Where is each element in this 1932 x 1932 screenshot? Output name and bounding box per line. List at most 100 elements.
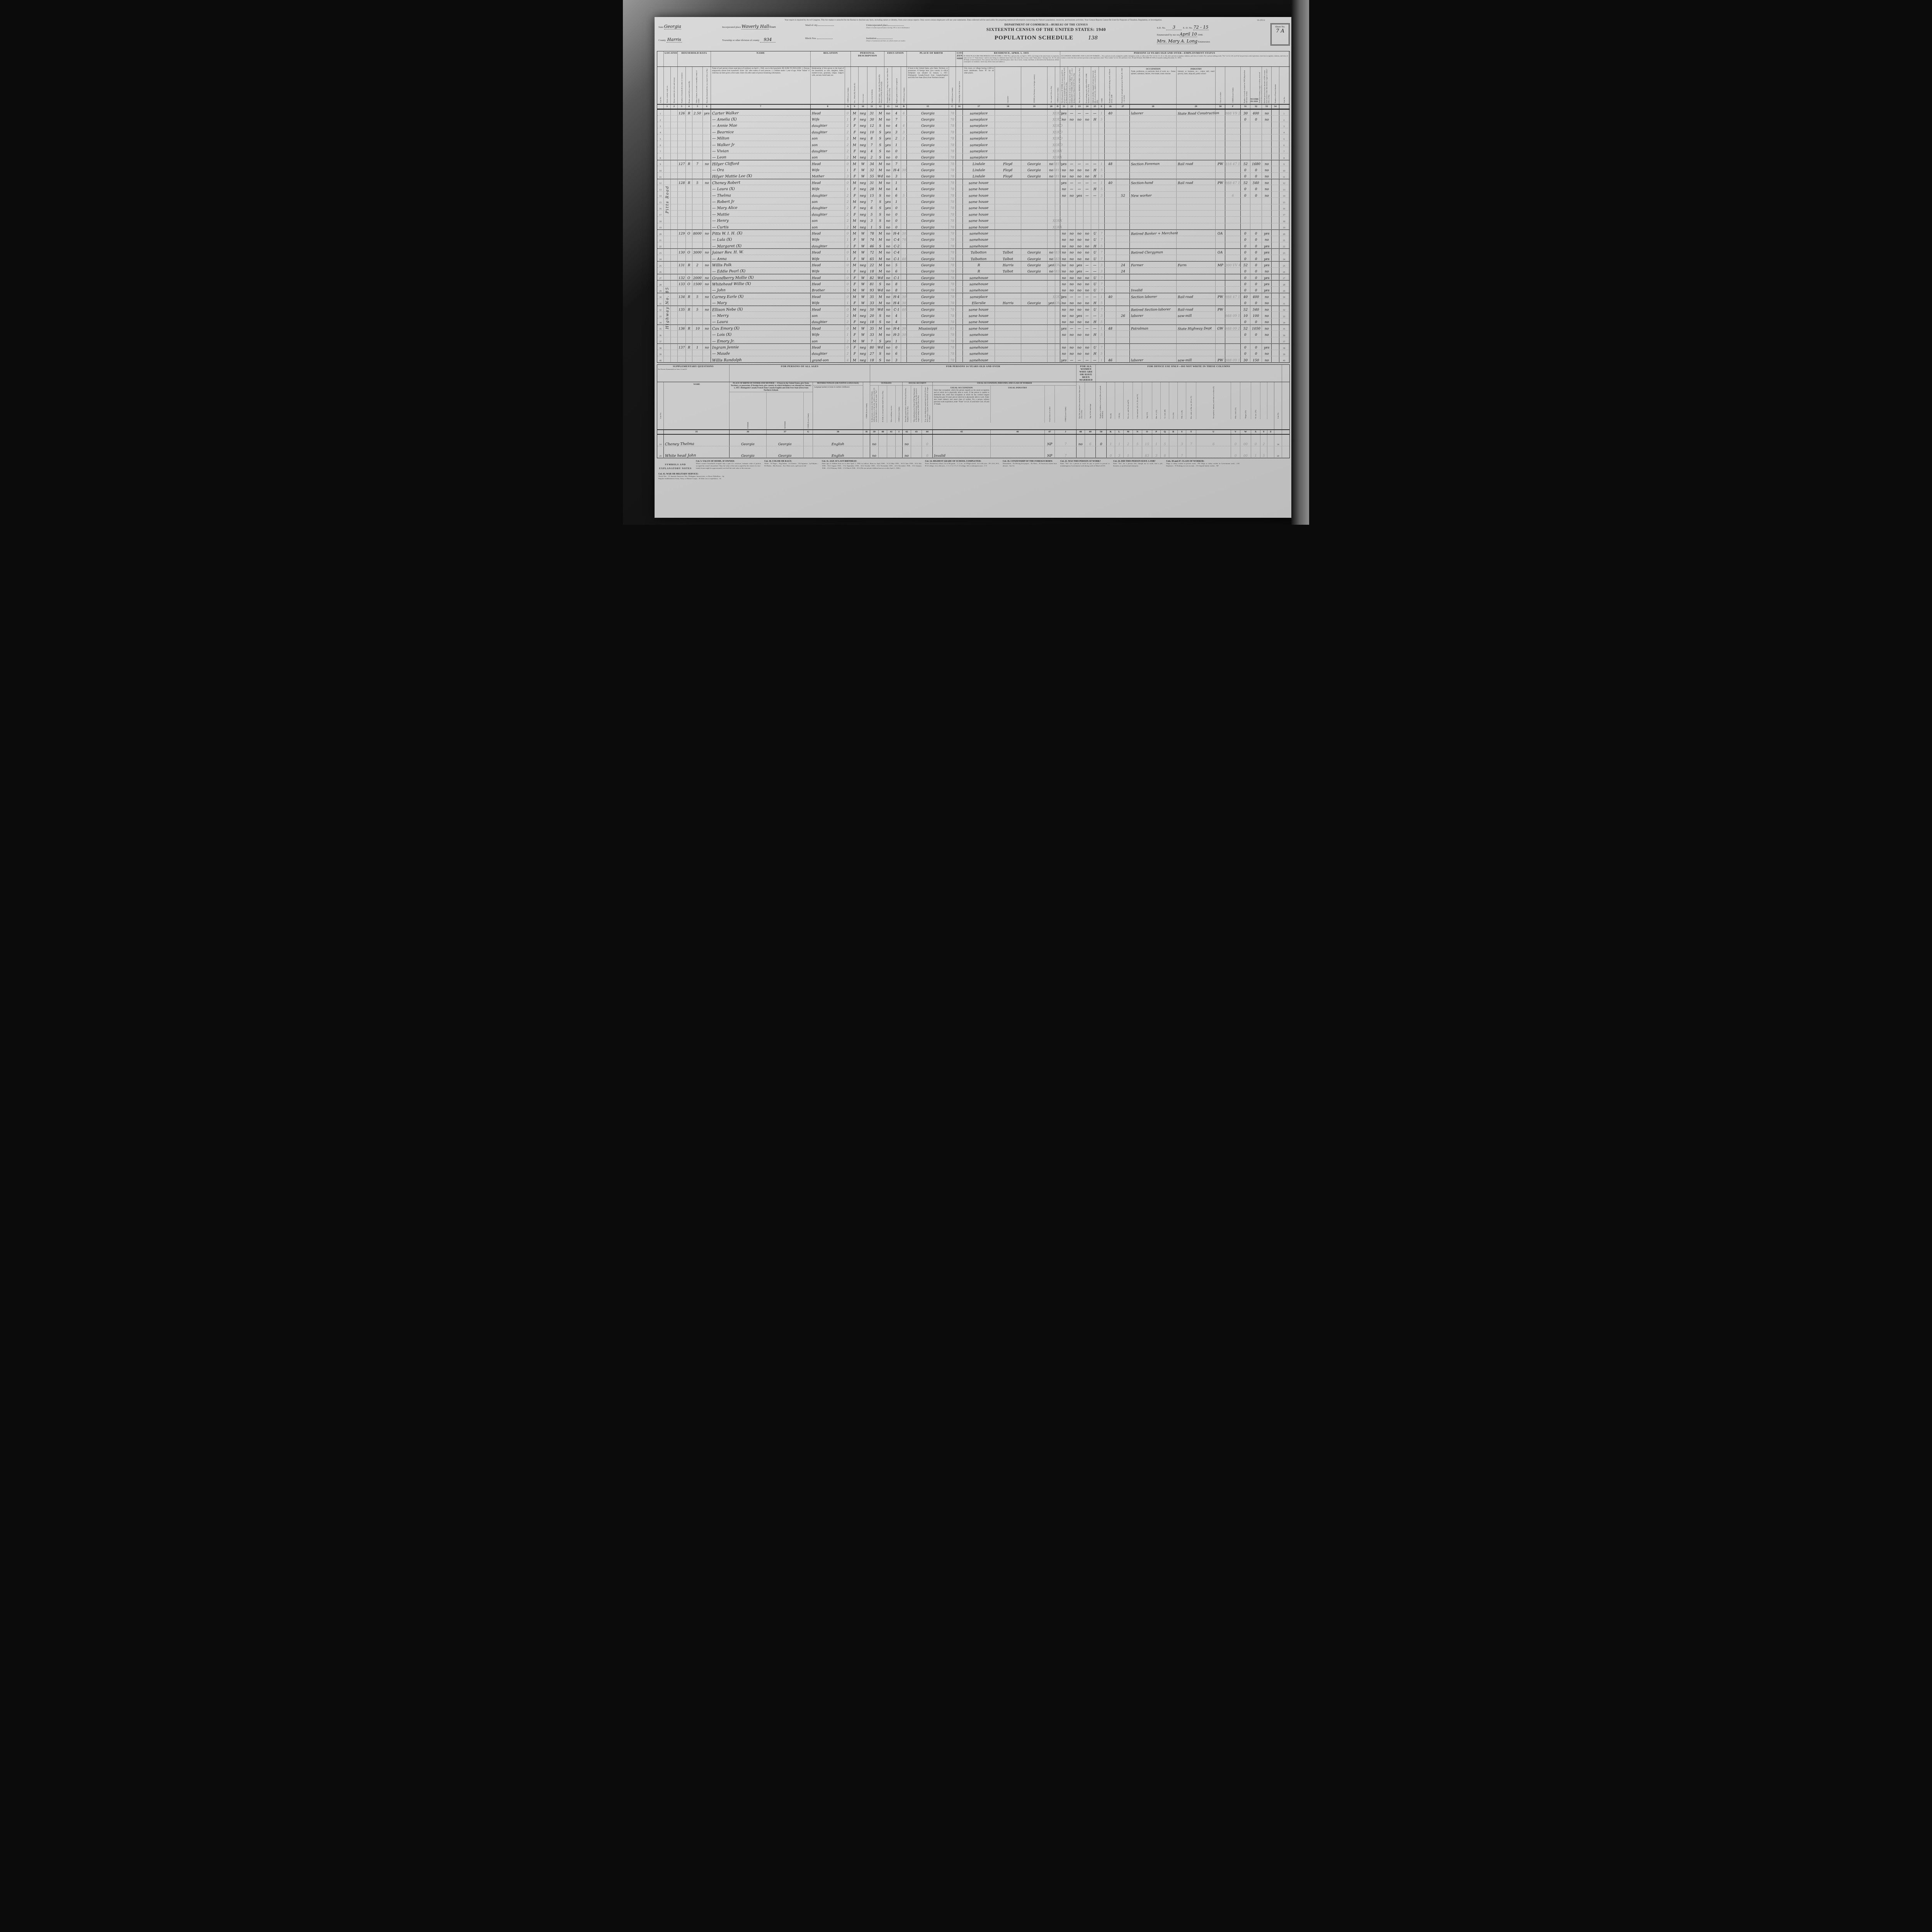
main-cell-hh: 129: [678, 230, 686, 236]
township-field: Township or other division of county 934: [722, 36, 805, 49]
main-cell-value: 2.50: [692, 109, 703, 116]
main-cell-state: [1021, 312, 1048, 318]
main-cell-marital: S: [876, 204, 884, 210]
main-cell-other: [1262, 153, 1272, 160]
main-colnum-school: 13: [884, 104, 892, 109]
main-cell-cls: PW: [1216, 306, 1225, 312]
main-cell-grade: C-1: [892, 306, 901, 312]
main-cell-sex: F: [851, 318, 859, 324]
main-cell-farm20: [1048, 191, 1055, 198]
main-cell-w22: [1068, 204, 1076, 210]
main-cell-age: 93: [867, 286, 876, 293]
main-cell-name: — Leon: [711, 153, 811, 160]
main-cell-grade: 1: [892, 179, 901, 185]
main-cell-color: neg: [859, 185, 867, 191]
main-cell-marital: Wd: [876, 344, 884, 350]
main-cell-codeC: 78: [949, 198, 956, 204]
schedule-title: POPULATION SCHEDULE: [994, 34, 1074, 41]
main-cell-farm20: yes: [1048, 299, 1055, 305]
main-cell-sex: F: [851, 236, 859, 242]
main-cell-county: [995, 128, 1021, 134]
main-cell-street: [664, 122, 671, 128]
main-cell-value: [692, 217, 703, 223]
main-cell-codeF: [1225, 350, 1241, 356]
supp-cell-O: 83: [1142, 446, 1152, 458]
main-cell-w23: —: [1076, 160, 1083, 166]
main-cell-w22: —: [1068, 109, 1076, 116]
main-cell-codeD: XOXO: [1053, 122, 1063, 128]
title-block: DEPARTMENT OF COMMERCE—BUREAU OF THE CEN…: [935, 23, 1157, 49]
main-cell-codeF: [1225, 236, 1241, 242]
main-cell-w21: [1060, 198, 1068, 204]
main-cell-age: 22: [867, 262, 876, 267]
supp-col-label-X: Ot. inc. (33): [1251, 382, 1260, 420]
supp-col-label-occ45: USUAL OCCUPATION Enter that occupation wh…: [933, 386, 991, 423]
main-cell-grade: 3: [892, 172, 901, 179]
main-cell-farm20: [1048, 179, 1055, 185]
supp-colnum-k50: 50: [1096, 430, 1107, 434]
supp-cell-N: 5: [1133, 435, 1142, 446]
main-cell-grade: H-3: [892, 331, 901, 337]
main-cell-hh: [678, 242, 686, 248]
main-colnum-color: 10: [859, 104, 867, 109]
main-cell-own: [686, 147, 692, 153]
main-cell-codeC: 78: [949, 293, 956, 299]
main-cell-line_l: 2: [657, 116, 664, 122]
main-cell-line_l: 3: [657, 122, 664, 128]
main-cell-wages: 100: [1250, 312, 1262, 318]
main-cell-line_r: 28: [1279, 281, 1289, 286]
main-cell-street: [664, 230, 671, 236]
main-group-title: EDUCATION: [887, 51, 904, 54]
main-cell-sex: M: [851, 134, 859, 141]
main-cell-hh: [678, 223, 686, 230]
main-cell-house: [671, 141, 678, 147]
main-cell-name: Willis Randolph: [711, 356, 811, 362]
main-cell-value: [692, 337, 703, 344]
main-cell-w23: yes: [1076, 312, 1083, 318]
main-cell-value: 5: [692, 306, 703, 312]
legend-note: Col. 16. CITIZENSHIP OF THE FOREIGN BORN…: [1003, 460, 1057, 471]
main-cell-other: no: [1262, 293, 1272, 299]
enumerator-signature: Mrs. Mary A. Long: [1157, 38, 1197, 44]
main-cell-wages: 0: [1250, 267, 1262, 274]
supp-colnum-cls47: 47: [1045, 430, 1055, 434]
main-cell-w23: [1076, 198, 1083, 204]
supp-col-label-s42: Does this person have a Federal Social S…: [903, 386, 911, 423]
state-label: State: [658, 26, 663, 29]
main-colnum-own: 4: [686, 104, 692, 109]
main-cell-name: Grandberry Mollie (X): [711, 274, 811, 281]
main-cell-codeB: [901, 160, 907, 166]
main-cell-weeks: 0: [1241, 281, 1250, 286]
main-cell-line_l: 8: [657, 153, 664, 160]
form-number: 16-291A: [1257, 19, 1265, 22]
supp-cell-M: 2: [1124, 435, 1133, 446]
main-cell-w23: [1076, 122, 1083, 128]
main-cell-cls: [1216, 312, 1225, 318]
main-cell-w21: [1060, 134, 1068, 141]
main-cell-w23: no: [1076, 306, 1083, 312]
main-cell-sex: M: [851, 141, 859, 147]
supplementary-questions-table: SUPPLEMENTARY QUESTIONS For Persons Enume…: [657, 364, 1290, 459]
main-cell-cit: [956, 274, 963, 280]
main-colnum-marital: 12: [876, 104, 884, 109]
main-cell-w25: H: [1091, 318, 1099, 325]
main-cell-w22: no: [1068, 344, 1076, 350]
main-cell-hours: [1105, 166, 1116, 172]
supp-colnum-line2: [1274, 430, 1282, 434]
main-cell-farm20: [1048, 350, 1055, 356]
main-cell-codeB: [901, 337, 907, 344]
main-cell-codeA: 2: [845, 350, 851, 356]
main-cell-codeD: 7831: [1053, 255, 1062, 261]
main-cell-codeA: 1: [845, 299, 851, 305]
main-label-cluster: Class of worker: [1216, 66, 1225, 104]
main-cell-wages: 0: [1250, 191, 1262, 198]
main-cell-street: [664, 147, 671, 153]
main-cell-weeks: 0: [1241, 331, 1250, 337]
supp-col-label-cls47: Usual class of worker: [1045, 386, 1055, 423]
main-cell-hours: [1105, 141, 1116, 147]
main-cell-street: [664, 267, 671, 274]
main-cell-relation: daughter: [811, 147, 845, 153]
main-cell-hh: [678, 116, 686, 122]
